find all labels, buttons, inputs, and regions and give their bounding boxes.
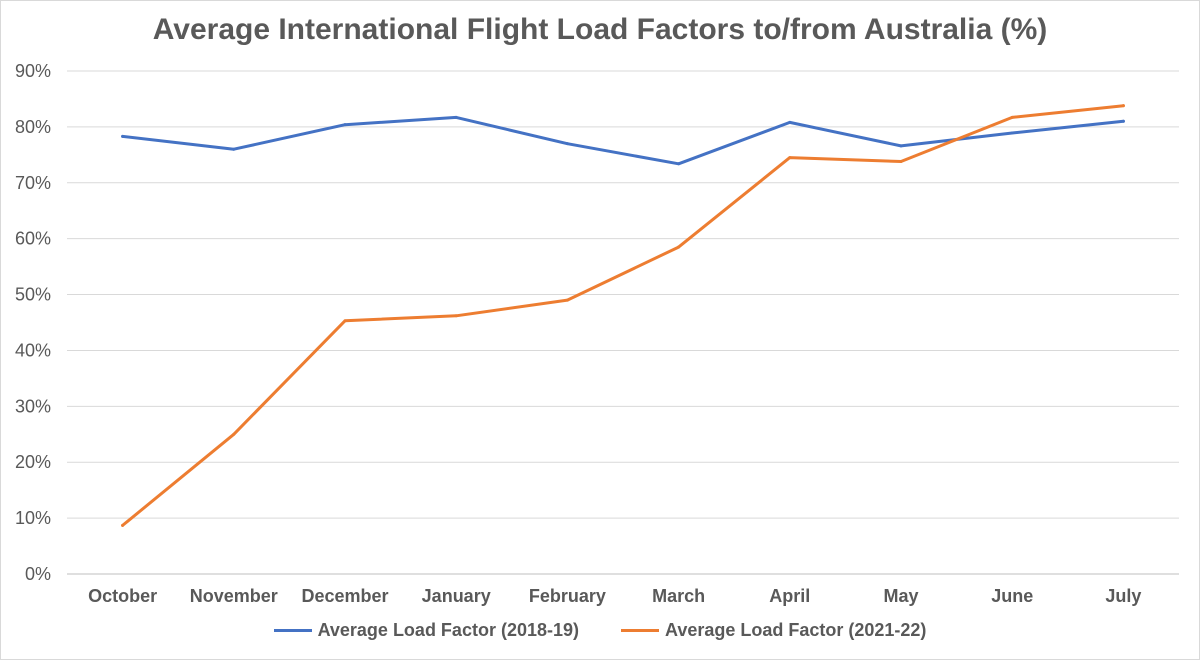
chart-legend: Average Load Factor (2018-19) Average Lo… (1, 620, 1199, 641)
legend-item-2018-19: Average Load Factor (2018-19) (273, 620, 579, 641)
data-point (454, 115, 458, 119)
y-tick-label: 30% (15, 396, 51, 416)
y-tick-label: 90% (15, 61, 51, 81)
data-point (454, 314, 458, 318)
y-tick-label: 60% (15, 229, 51, 249)
x-tick-label: June (991, 586, 1033, 606)
data-point (343, 123, 347, 127)
chart-plot-area: 0% 10% 20% 30% 40% 50% 60% 70% 80% 90% October Nove… (15, 61, 1179, 606)
data-point (899, 144, 903, 148)
x-tick-label: July (1105, 586, 1141, 606)
legend-label-2021-22: Average Load Factor (2021-22) (665, 620, 927, 640)
data-point (565, 298, 569, 302)
data-point (565, 142, 569, 146)
legend-label-2018-19: Average Load Factor (2018-19) (317, 620, 579, 640)
x-tick-label: December (301, 586, 388, 606)
legend-swatch-2018-19 (273, 629, 312, 632)
data-point (899, 160, 903, 164)
data-point (1121, 119, 1125, 123)
data-point (121, 523, 125, 527)
data-point (1010, 131, 1014, 135)
data-point (343, 319, 347, 323)
y-tick-label: 20% (15, 452, 51, 472)
x-tick-label: November (190, 586, 278, 606)
x-tick-label: October (88, 586, 157, 606)
legend-swatch-2021-22 (621, 629, 659, 632)
chart-title: Average International Flight Load Factor… (152, 13, 1048, 46)
y-tick-label: 0% (25, 564, 51, 584)
series-line-2021-22 (121, 104, 1125, 527)
data-point (232, 432, 236, 436)
legend-item-2021-22: Average Load Factor (2021-22) (621, 620, 926, 641)
data-point (788, 120, 792, 124)
data-point (1010, 115, 1014, 119)
data-point (677, 245, 681, 249)
data-point (121, 134, 125, 138)
x-tick-label: February (529, 586, 606, 606)
x-tick-label: January (422, 586, 491, 606)
data-point (788, 156, 792, 160)
series-line-2018-19 (121, 115, 1125, 166)
y-tick-label: 80% (15, 117, 51, 137)
y-tick-label: 50% (15, 285, 51, 305)
data-point (232, 147, 236, 151)
y-tick-label: 40% (15, 340, 51, 360)
data-point (1121, 104, 1125, 108)
x-tick-label: April (769, 586, 810, 606)
data-point (677, 162, 681, 166)
x-tick-label: May (883, 586, 918, 606)
y-tick-label: 70% (15, 173, 51, 193)
x-tick-label: March (652, 586, 705, 606)
y-tick-label: 10% (15, 508, 51, 528)
